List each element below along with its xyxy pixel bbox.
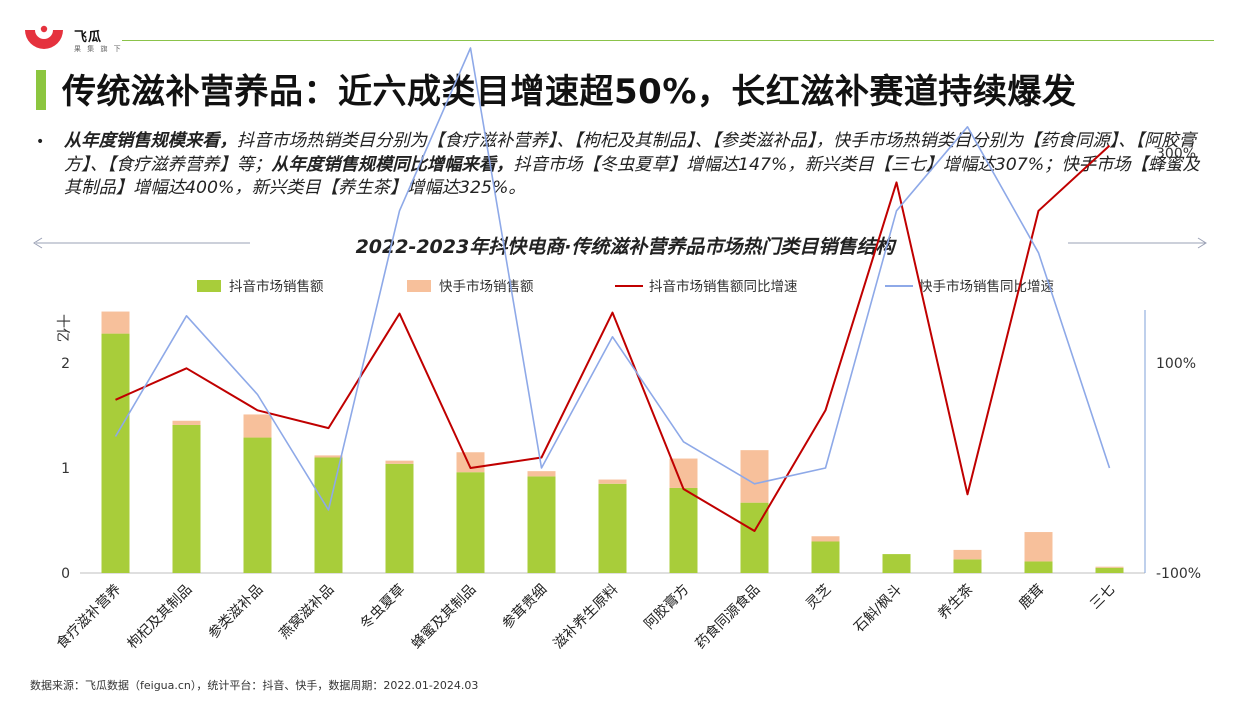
bar-douyin [101, 333, 130, 573]
x-tick-label: 枸杞及其制品 [125, 582, 196, 653]
bar-douyin [314, 457, 343, 573]
legend-swatch [197, 280, 221, 292]
bar-douyin [669, 487, 698, 573]
x-tick-label: 滋补养生原料 [551, 582, 622, 653]
x-tick-label: 石斛/枫斗 [851, 582, 905, 636]
bar-kuaishou [314, 455, 343, 458]
x-tick-label: 食疗滋补营养 [53, 581, 124, 652]
x-tick-label: 阿胶膏方 [641, 581, 693, 633]
x-tick-label: 养生茶 [935, 582, 976, 623]
arrow-left-icon [33, 237, 43, 249]
chart-title: 2022-2023年抖快电商·传统滋补营养品市场热门类目销售结构 [355, 236, 895, 258]
page-title: 传统滋补营养品：近六成类目增速超50%，长红滋补赛道持续爆发 [62, 72, 1077, 112]
summary-text-1: 抖音市场热销类目分别为【食疗滋补营养】、【枸杞及其制品】、【参类滋补品】，快手市… [64, 131, 1196, 175]
bar-douyin [953, 559, 982, 573]
header-divider [122, 40, 1214, 41]
legend-label: 快手市场销售额 [439, 278, 534, 295]
bar-douyin [456, 472, 485, 573]
bar-kuaishou [456, 452, 485, 473]
bar-kuaishou [101, 311, 130, 334]
x-tick-label: 燕窝滋补品 [276, 581, 338, 643]
x-tick-label: 参类滋补品 [205, 581, 267, 643]
legend-label: 抖音市场销售额同比增速 [649, 278, 798, 295]
line-douyin-growth [115, 144, 1111, 532]
bar-kuaishou [1095, 566, 1124, 568]
x-tick-label: 蜂蜜及其制品 [409, 582, 480, 653]
summary-lead-1: 从年度销售规模来看， [64, 131, 237, 151]
x-tick-label: 灵芝 [803, 582, 834, 613]
x-tick-label: 参茸贵细 [499, 581, 551, 633]
bar-kuaishou [598, 479, 627, 484]
x-tick-label: 药食同源食品 [692, 581, 763, 652]
legend-swatch [407, 280, 431, 292]
y-tick-label: 2 [61, 356, 70, 372]
bar-douyin [882, 554, 911, 573]
summary-lead-2: 从年度销售规模同比增幅来看， [271, 154, 514, 175]
y2-tick-label: 100% [1156, 356, 1196, 372]
title-accent-bar [36, 70, 46, 110]
bar-douyin [811, 541, 840, 573]
bar-kuaishou [953, 549, 982, 560]
bar-kuaishou [811, 536, 840, 542]
line-kuaishou-growth [114, 47, 1111, 511]
bar-douyin [527, 476, 556, 573]
brand-name: 飞瓜 [74, 30, 103, 45]
bar-kuaishou [243, 414, 272, 438]
bullet-icon: • [36, 134, 45, 150]
bar-kuaishou [740, 450, 769, 503]
y-axis-label: 十亿 [54, 314, 70, 342]
source-note: 数据来源：飞瓜数据（feigua.cn），统计平台：抖音、快手，数据周期：202… [30, 679, 479, 692]
bar-douyin [385, 463, 414, 573]
bar-douyin [1024, 561, 1053, 573]
bar-douyin [243, 437, 272, 573]
x-tick-label: 冬虫夏草 [357, 582, 408, 633]
bar-douyin [172, 424, 201, 573]
y-tick-label: 0 [61, 566, 70, 582]
bar-douyin [1095, 567, 1124, 573]
bar-kuaishou [172, 420, 201, 425]
summary-paragraph: 从年度销售规模来看，抖音市场热销类目分别为【食疗滋补营养】、【枸杞及其制品】、【… [64, 130, 1214, 201]
bar-douyin [598, 483, 627, 573]
x-tick-label: 鹿茸 [1016, 581, 1048, 613]
feigua-logo-icon [25, 25, 63, 49]
y-tick-label: 1 [61, 461, 70, 477]
bar-kuaishou [385, 460, 414, 464]
y2-tick-label: -100% [1156, 566, 1201, 582]
y2-tick-label: 300% [1156, 146, 1196, 162]
summary-text-2: 抖音市场【冬虫夏草】增幅达147%，新兴类目【三七】增幅达307%；快手市场【蜂… [64, 154, 1200, 199]
bar-kuaishou [527, 471, 556, 477]
legend-label: 抖音市场销售额 [229, 278, 324, 295]
bar-kuaishou [1024, 532, 1053, 562]
x-tick-label: 三七 [1087, 582, 1118, 613]
legend-label: 快手市场销售同比增速 [919, 278, 1054, 295]
brand-tagline: 果 集 旗 下 [74, 45, 123, 53]
arrow-right-icon [1197, 237, 1207, 249]
